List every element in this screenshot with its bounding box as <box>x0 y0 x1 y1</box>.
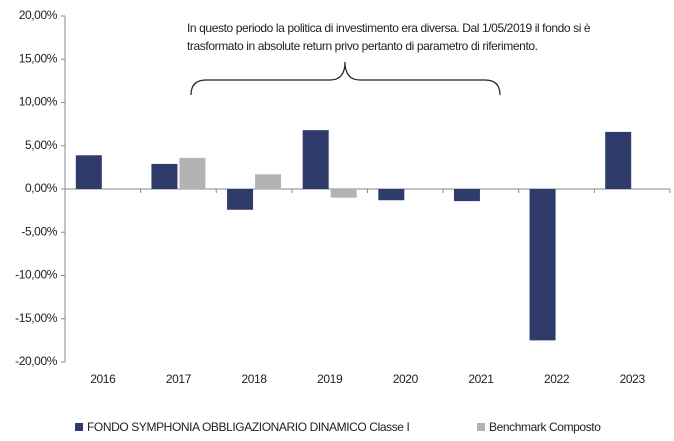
bar <box>151 163 178 189</box>
legend-label: FONDO SYMPHONIA OBBLIGAZIONARIO DINAMICO… <box>87 420 410 434</box>
y-tick-label: 10,00% <box>19 95 58 109</box>
bar <box>378 189 405 201</box>
y-tick-label: -5,00% <box>21 224 57 238</box>
x-tick-label: 2021 <box>468 372 494 386</box>
x-tick-label: 2018 <box>242 372 268 386</box>
x-tick-label: 2019 <box>317 372 343 386</box>
y-tick-label: -15,00% <box>15 311 58 325</box>
y-tick-label: 0,00% <box>25 181 58 195</box>
x-tick-label: 2020 <box>393 372 419 386</box>
bar <box>529 189 556 341</box>
y-tick-label: 5,00% <box>25 138 58 152</box>
bar <box>75 155 102 189</box>
legend-swatch <box>75 423 83 431</box>
x-tick-label: 2017 <box>166 372 192 386</box>
y-tick-label: -20,00% <box>15 354 58 368</box>
legend-swatch <box>477 423 485 431</box>
annotation: trasformato in absolute return privo per… <box>187 39 538 53</box>
y-tick-label: 15,00% <box>19 51 58 65</box>
annotation: In questo periodo la politica di investi… <box>187 21 591 35</box>
y-tick-label: 20,00% <box>19 8 58 22</box>
x-tick-label: 2016 <box>90 372 116 386</box>
bar <box>330 189 357 198</box>
bar <box>179 157 206 189</box>
bar <box>453 189 480 202</box>
x-tick-label: 2023 <box>620 372 646 386</box>
bar <box>605 131 632 189</box>
y-tick-label: -10,00% <box>15 268 58 282</box>
bar <box>255 174 282 189</box>
bar <box>302 130 329 189</box>
x-tick-label: 2022 <box>544 372 570 386</box>
bar <box>227 189 254 210</box>
brace <box>190 61 501 96</box>
legend-label: Benchmark Composto <box>489 420 601 434</box>
